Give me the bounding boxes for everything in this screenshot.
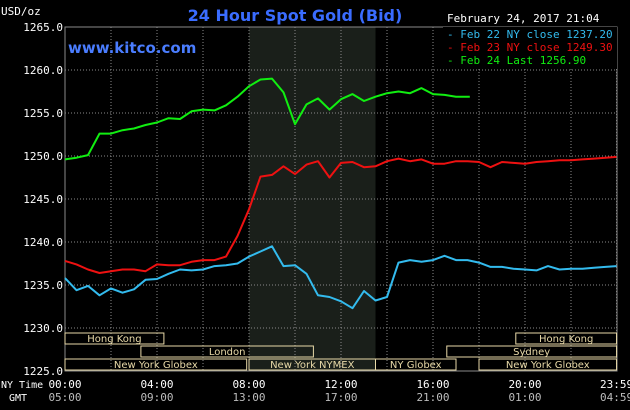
shaded-period [249, 27, 376, 371]
y-tick-label: 1225.0 [23, 365, 63, 378]
x-tick-label-ny: 23:59 [600, 378, 630, 391]
x-tick-label-gmt: 09:00 [140, 391, 173, 404]
x-tick-label-gmt: 01:00 [508, 391, 541, 404]
session-box [375, 358, 457, 371]
x-tick-label-ny: 16:00 [416, 378, 449, 391]
x-tick-label-gmt: 04:59 [600, 391, 630, 404]
unit-label: USD/oz [1, 5, 41, 18]
session-label: New York Globex [114, 360, 198, 371]
session-box [140, 345, 314, 358]
y-tick-label: 1265.0 [23, 21, 63, 34]
session-label: Hong Kong [539, 334, 593, 345]
x-tick-label-gmt: 21:00 [416, 391, 449, 404]
session-box [515, 332, 618, 345]
grid-layer [64, 26, 618, 372]
y-tick-label: 1255.0 [23, 107, 63, 120]
session-box [478, 358, 618, 371]
site-link[interactable]: www.kitco.com [68, 39, 196, 57]
x-tick-label-ny: 20:00 [508, 378, 541, 391]
session-label: London [209, 347, 246, 358]
x-tick-label-gmt: 13:00 [232, 391, 265, 404]
chart-datetime: February 24, 2017 21:04 [447, 12, 600, 25]
legend-box [443, 27, 617, 69]
session-box [64, 332, 165, 345]
legend-entry: - Feb 22 NY close 1237.20 [447, 28, 613, 41]
y-tick-label: 1260.0 [23, 64, 63, 77]
x-tick-label-ny: 04:00 [140, 378, 173, 391]
legend-entry: - Feb 24 Last 1256.90 [447, 54, 586, 67]
series-layer [64, 77, 617, 310]
x-tick-label-gmt: 05:00 [48, 391, 81, 404]
y-tick-labels: 1225.0 1230.0 1235.0 1240.0 1245.0 1250.0 1255… [23, 21, 63, 378]
y-tick-label: 1235.0 [23, 279, 63, 292]
ny-time-row-label: NY Time [1, 380, 43, 391]
shaded-period-layer [249, 27, 376, 371]
plot-frame [64, 26, 618, 372]
session-label: New York NYMEX [270, 360, 355, 371]
gmt-row-label: GMT [9, 393, 27, 404]
x-tick-label-ny: 12:00 [324, 378, 357, 391]
series-line-3 [64, 77, 470, 161]
session-label: Sydney [513, 347, 550, 358]
series-line-2 [64, 155, 617, 274]
session-label: New York Globex [506, 360, 590, 371]
x-tick-label-gmt: 17:00 [324, 391, 357, 404]
market-sessions-layer: Hong Kong London New York Globex New York N… [64, 332, 618, 371]
y-tick-label: 1240.0 [23, 236, 63, 249]
series-line-1 [64, 245, 617, 310]
y-tick-label: 1230.0 [23, 322, 63, 335]
x-tick-label-ny: 08:00 [232, 378, 265, 391]
chart-title: 24 Hour Spot Gold (Bid) [188, 6, 403, 25]
session-label: NY Globex [390, 360, 442, 371]
session-label: Hong Kong [87, 334, 141, 345]
session-box [446, 345, 618, 358]
y-tick-label: 1245.0 [23, 193, 63, 206]
y-tick-label: 1250.0 [23, 150, 63, 163]
legend-entry: - Feb 23 NY close 1249.30 [447, 41, 613, 54]
session-box [64, 358, 248, 371]
x-tick-labels: 00:00 04:00 08:00 12:00 16:00 20:00 23:59 05:00… [48, 378, 630, 404]
x-tick-label-ny: 00:00 [48, 378, 81, 391]
legend: - Feb 22 NY close 1237.20- Feb 23 NY clo… [443, 27, 617, 69]
